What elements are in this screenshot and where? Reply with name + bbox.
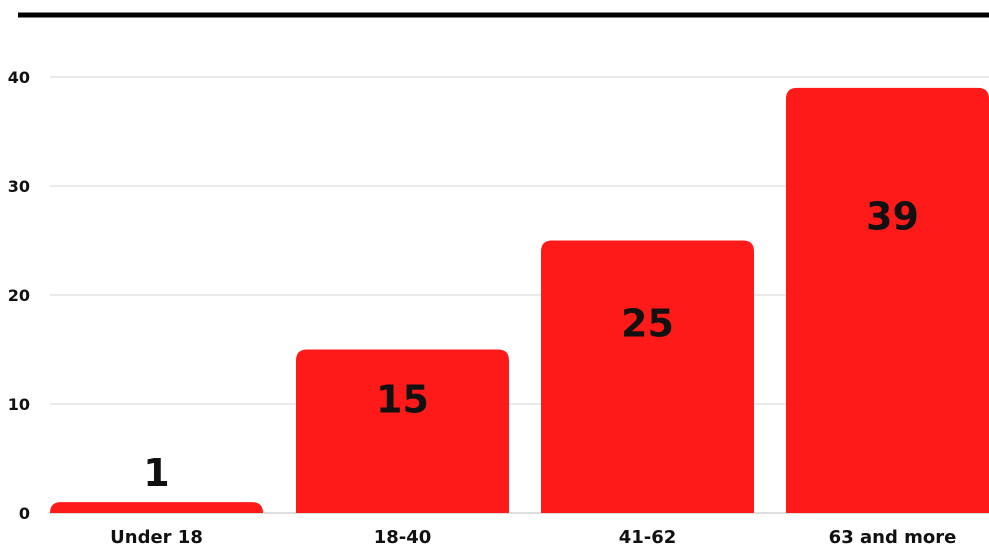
- y-tick-label: 20: [8, 286, 30, 305]
- data-labels: 1 15 25 39: [143, 194, 919, 495]
- x-category-label: 41-62: [619, 527, 677, 548]
- bars: [50, 87, 989, 514]
- data-label: 15: [376, 378, 429, 422]
- y-axis-ticks: 0 10 20 30 40: [8, 68, 30, 523]
- y-tick-label: 30: [8, 177, 30, 196]
- x-category-label: Under 18: [110, 527, 203, 548]
- bar-41-62: [541, 240, 754, 513]
- bar-63-and-more: [786, 87, 989, 514]
- x-axis-categories: Under 18 18-40 41-62 63 and more: [110, 527, 956, 548]
- y-tick-label: 40: [8, 68, 30, 87]
- x-category-label: 63 and more: [829, 527, 957, 548]
- bar-18-40: [296, 349, 509, 513]
- data-label: 39: [866, 194, 919, 238]
- x-category-label: 18-40: [374, 527, 432, 548]
- y-tick-label: 0: [19, 504, 30, 523]
- data-label: 1: [143, 451, 169, 495]
- y-tick-label: 10: [8, 395, 30, 414]
- bar-under-18: [50, 502, 263, 513]
- data-label: 25: [621, 301, 674, 345]
